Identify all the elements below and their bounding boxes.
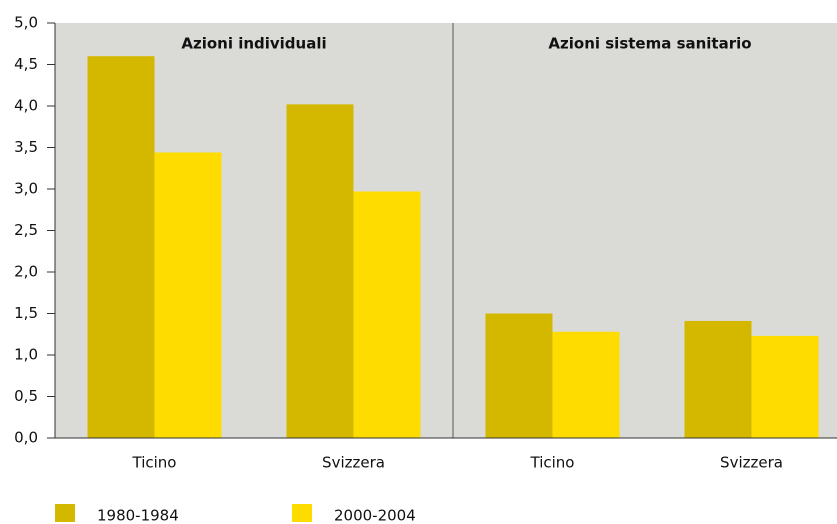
bar bbox=[684, 320, 752, 438]
y-tick-label: 4,5 bbox=[14, 55, 38, 73]
panel-title: Azioni individuali bbox=[181, 35, 326, 53]
bar bbox=[751, 335, 819, 438]
bar bbox=[87, 56, 155, 438]
x-tick-label: Ticino bbox=[132, 454, 177, 472]
y-tick-label: 3,0 bbox=[14, 180, 38, 198]
y-tick-label: 0,0 bbox=[14, 429, 38, 447]
x-tick-label: Ticino bbox=[530, 454, 575, 472]
x-tick-label: Svizzera bbox=[322, 454, 385, 472]
y-tick-label: 3,5 bbox=[14, 138, 38, 156]
legend-label: 2000-2004 bbox=[334, 507, 416, 524]
panel-title: Azioni sistema sanitario bbox=[548, 35, 751, 53]
legend-swatch bbox=[55, 504, 75, 522]
y-tick-label: 4,0 bbox=[14, 97, 38, 115]
bar bbox=[286, 104, 354, 438]
y-tick-label: 1,0 bbox=[14, 346, 38, 364]
legend-label: 1980-1984 bbox=[97, 507, 179, 524]
bar bbox=[353, 191, 421, 438]
bar bbox=[485, 313, 553, 438]
y-tick-label: 5,0 bbox=[14, 14, 38, 32]
bar bbox=[552, 331, 620, 438]
bar bbox=[154, 152, 222, 439]
legend-swatch bbox=[292, 504, 312, 522]
y-tick-label: 2,0 bbox=[14, 263, 38, 281]
y-tick-label: 0,5 bbox=[14, 387, 38, 405]
y-tick-label: 1,5 bbox=[14, 304, 38, 322]
y-tick-label: 2,5 bbox=[14, 221, 38, 239]
x-tick-label: Svizzera bbox=[720, 454, 783, 472]
